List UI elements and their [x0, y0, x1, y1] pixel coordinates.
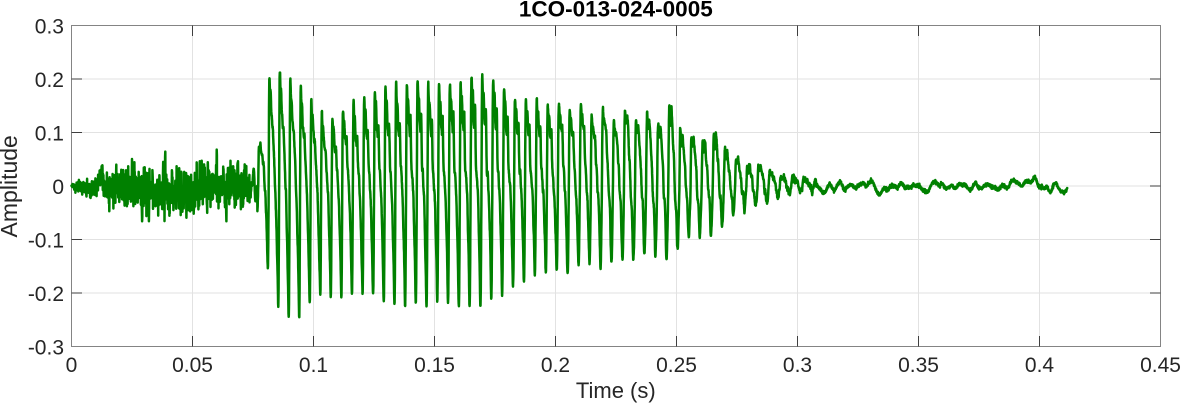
svg-text:0.2: 0.2: [35, 69, 64, 92]
svg-text:0.4: 0.4: [1025, 354, 1055, 377]
svg-text:0.1: 0.1: [35, 123, 64, 146]
svg-text:0.3: 0.3: [35, 16, 64, 39]
svg-text:0.25: 0.25: [656, 354, 697, 377]
svg-text:1CO-013-024-0005: 1CO-013-024-0005: [519, 0, 713, 22]
svg-text:0.2: 0.2: [541, 354, 570, 377]
svg-text:0: 0: [66, 354, 78, 377]
svg-text:0.1: 0.1: [299, 354, 328, 377]
svg-text:0.15: 0.15: [414, 354, 455, 377]
svg-text:Amplitude: Amplitude: [0, 135, 22, 237]
svg-text:0.35: 0.35: [898, 354, 939, 377]
svg-text:-0.3: -0.3: [28, 337, 64, 360]
svg-text:0.3: 0.3: [783, 354, 812, 377]
svg-text:0: 0: [52, 176, 64, 199]
svg-text:-0.2: -0.2: [28, 283, 64, 306]
svg-text:0.05: 0.05: [172, 354, 213, 377]
svg-text:Time (s): Time (s): [576, 378, 656, 403]
svg-text:0.45: 0.45: [1140, 354, 1181, 377]
svg-text:-0.1: -0.1: [28, 230, 64, 253]
